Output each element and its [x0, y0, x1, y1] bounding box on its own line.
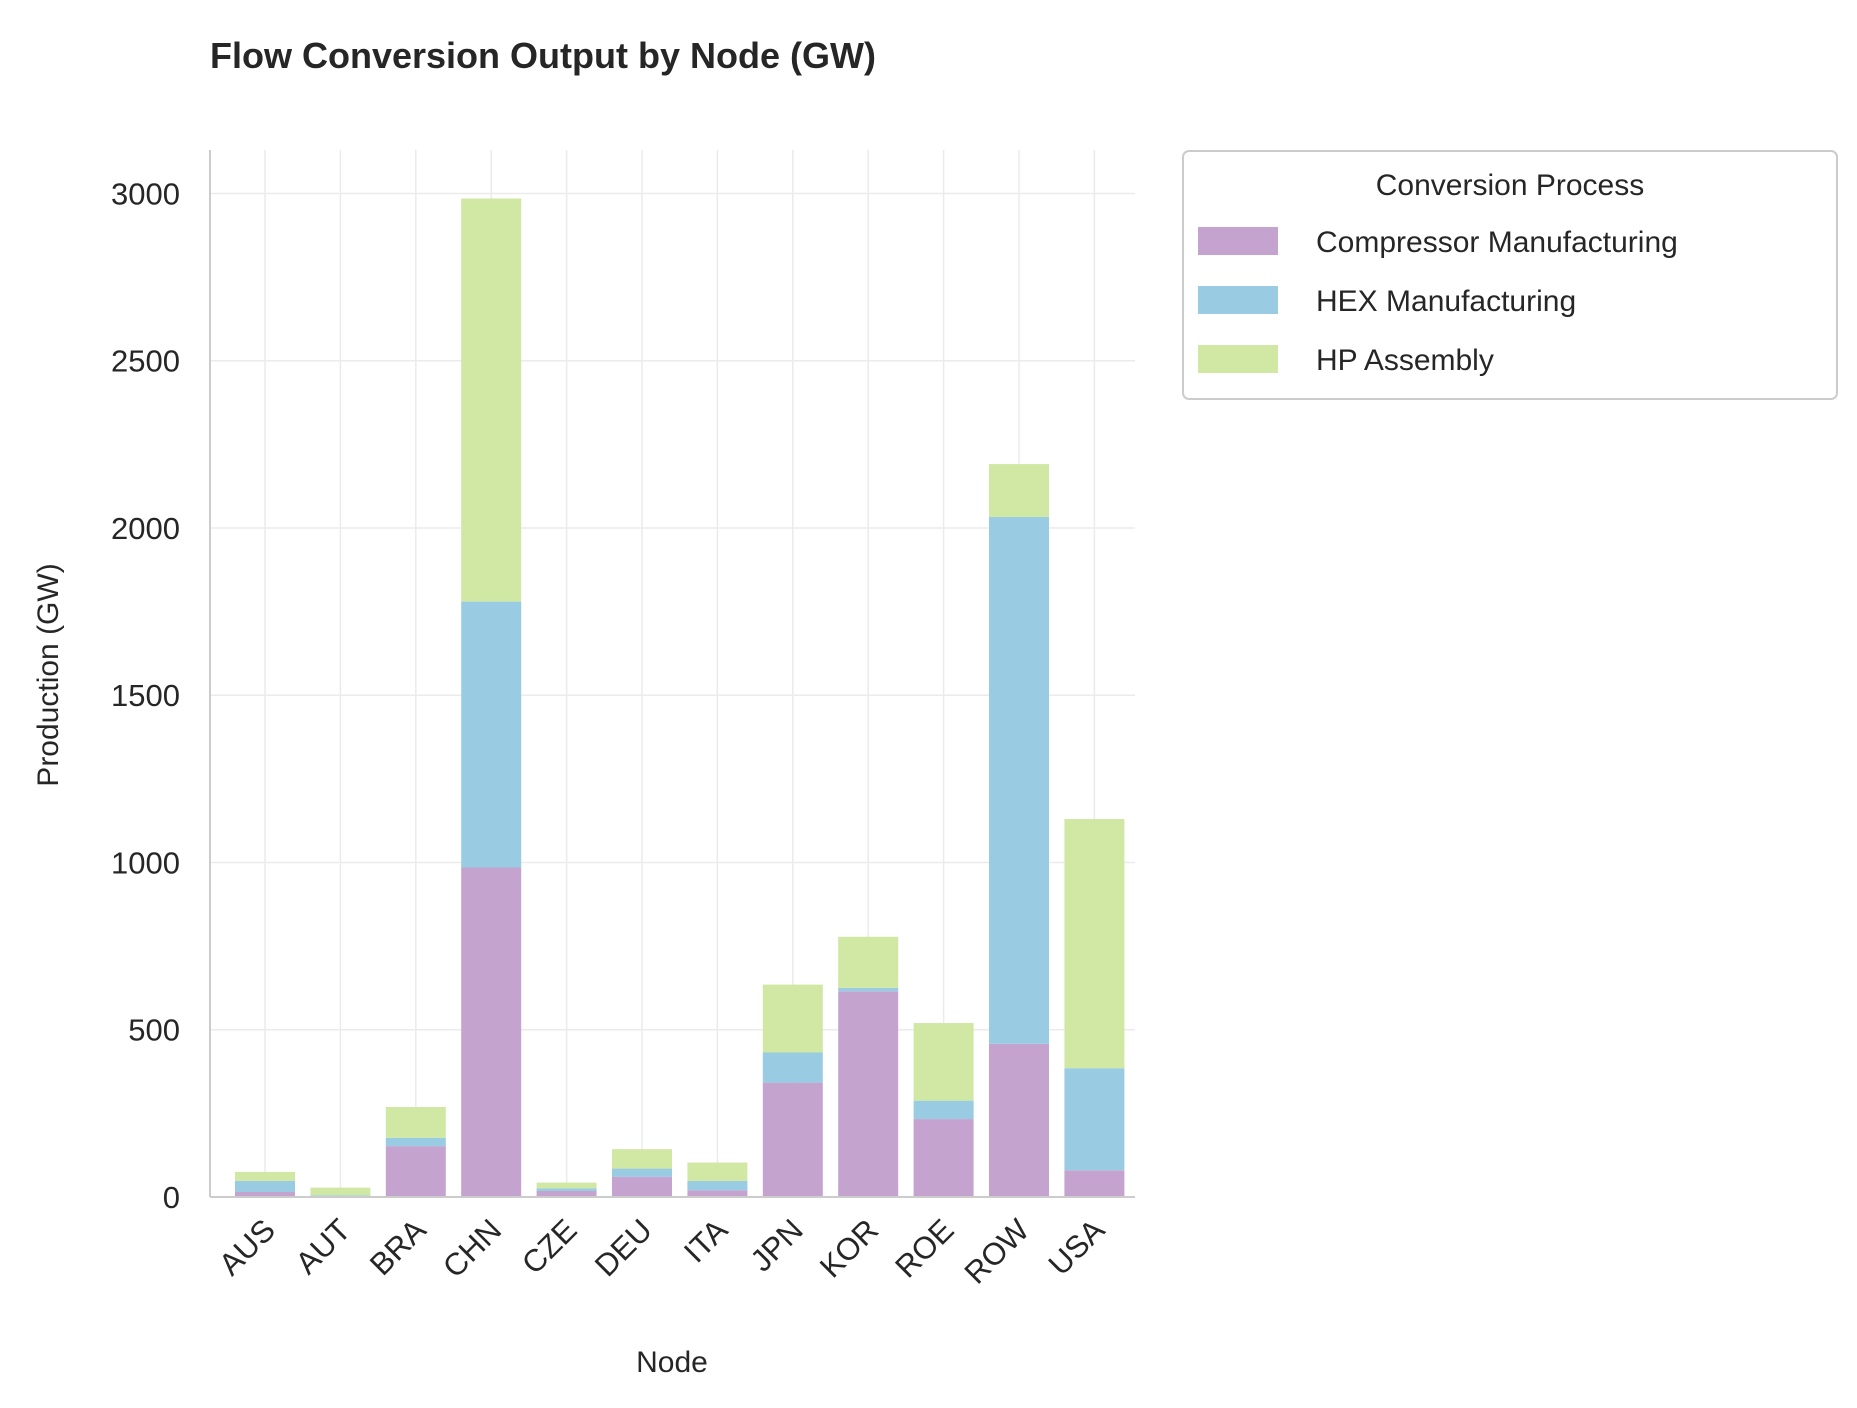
legend-swatch-1	[1198, 227, 1278, 255]
x-tick-label-kor: KOR	[813, 1212, 885, 1284]
bar-kor-series-2	[838, 987, 899, 992]
bar-deu-series-2	[612, 1168, 672, 1177]
bar-chn-series-2	[461, 601, 522, 868]
legend-swatch-3	[1198, 345, 1278, 373]
bar-roe-series-2	[913, 1100, 974, 1120]
bar-cze-series-3	[536, 1182, 597, 1189]
bar-kor-series-1	[838, 991, 899, 1197]
bar-bra-series-2	[385, 1137, 446, 1147]
x-tick-label-aut: AUT	[289, 1212, 358, 1281]
x-tick-label-cze: CZE	[515, 1212, 584, 1281]
legend-title: Conversion Process	[1376, 169, 1644, 202]
bar-aut-series-3	[310, 1187, 371, 1196]
bar-aus-series-1	[235, 1191, 295, 1197]
bars	[235, 198, 1125, 1197]
bar-jpn-series-1	[762, 1082, 823, 1197]
bar-row-series-1	[989, 1043, 1049, 1197]
legend: Conversion Process Compressor Manufactur…	[1182, 150, 1838, 400]
bar-ita-series-1	[687, 1190, 748, 1197]
x-tick-label-deu: DEU	[588, 1212, 659, 1283]
legend-label-1: Compressor Manufacturing	[1316, 226, 1678, 259]
y-tick-label: 2500	[111, 344, 180, 379]
x-tick-label-jpn: JPN	[744, 1212, 810, 1278]
bar-aut-series-2	[310, 1195, 371, 1196]
bar-roe-series-1	[913, 1119, 974, 1197]
bar-cze-series-1	[536, 1190, 597, 1197]
x-axis-label: Node	[636, 1346, 708, 1379]
x-tick-label-roe: ROE	[888, 1212, 960, 1284]
bar-ita-series-3	[687, 1162, 748, 1181]
x-tick-label-row: ROW	[958, 1212, 1037, 1291]
bar-ita-series-2	[687, 1180, 748, 1191]
bar-chn-series-1	[461, 867, 522, 1197]
x-tick-label-bra: BRA	[363, 1212, 433, 1282]
y-tick-label: 0	[163, 1180, 180, 1215]
bar-kor-series-3	[838, 936, 899, 988]
legend-frame	[1182, 150, 1838, 400]
legend-swatch-2	[1198, 286, 1278, 314]
bar-bra-series-1	[385, 1146, 446, 1197]
bar-deu-series-1	[612, 1176, 672, 1197]
bar-usa-series-1	[1064, 1170, 1125, 1197]
y-tick-label: 1000	[111, 845, 180, 880]
y-tick-label: 2000	[111, 511, 180, 546]
x-tick-label-chn: CHN	[436, 1212, 508, 1284]
bar-aus-series-2	[235, 1180, 295, 1192]
legend-label-2: HEX Manufacturing	[1316, 285, 1576, 318]
y-tick-label: 1500	[111, 678, 180, 713]
bar-usa-series-3	[1064, 819, 1125, 1069]
bar-bra-series-3	[385, 1107, 446, 1138]
x-tick-label-aus: AUS	[212, 1212, 282, 1282]
bar-roe-series-3	[913, 1023, 974, 1101]
bar-jpn-series-3	[762, 984, 823, 1053]
y-axis-label: Production (GW)	[32, 563, 65, 786]
y-tick-label: 3000	[111, 176, 180, 211]
bar-usa-series-2	[1064, 1068, 1125, 1171]
bar-chn-series-3	[461, 198, 522, 602]
legend-label-3: HP Assembly	[1316, 344, 1494, 377]
bar-jpn-series-2	[762, 1052, 823, 1083]
x-tick-label-ita: ITA	[677, 1212, 734, 1269]
chart-title: Flow Conversion Output by Node (GW)	[210, 35, 876, 76]
bar-aus-series-3	[235, 1171, 295, 1181]
y-tick-label: 500	[128, 1013, 180, 1048]
bar-row-series-3	[989, 464, 1049, 517]
bar-deu-series-3	[612, 1149, 672, 1169]
x-tick-label-usa: USA	[1042, 1212, 1112, 1282]
bar-row-series-2	[989, 516, 1049, 1044]
bar-cze-series-2	[536, 1188, 597, 1191]
